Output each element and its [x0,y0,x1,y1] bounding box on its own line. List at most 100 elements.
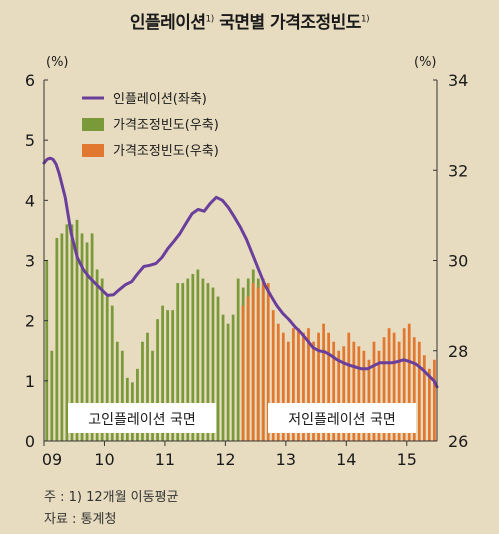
bar-high-inflation [60,233,64,441]
bar-high-inflation [100,278,104,441]
bar-low-inflation [291,328,295,441]
bar-low-inflation [387,328,391,441]
x-tick-label: 12 [215,450,235,469]
x-tick-label: 14 [336,450,356,469]
bar-low-inflation [302,332,305,441]
bar-high-inflation [191,274,195,441]
bar-high-inflation [120,350,124,441]
legend: 인플레이션(좌축) 가격조정빈도(우축) 가격조정빈도(우축) [82,92,219,159]
bar-low-inflation [312,341,315,441]
legend-label: 가격조정빈도(우축) [113,144,219,159]
bar-high-inflation [80,233,84,441]
bar-high-inflation [206,283,210,441]
bar-low-inflation [256,287,260,441]
bar-low-inflation [382,337,386,441]
bar-low-inflation [417,341,421,441]
right-tick-label: 32 [448,161,468,180]
bar-high-inflation [151,350,154,441]
bar-high-inflation [221,314,225,441]
left-tick-label: 1 [25,372,35,391]
regime-labels: 고인플레이션 국면 저인플레이션 국면 [68,403,416,433]
bar-high-inflation [110,305,114,441]
right-tick-label: 28 [448,342,468,361]
bar-low-inflation [367,359,371,441]
bar-high-inflation [141,341,144,441]
x-tick-label: 15 [397,450,417,469]
bar-high-inflation [50,350,54,441]
bar-high-inflation [171,310,175,441]
legend-label: 인플레이션(좌축) [113,92,207,107]
regime-label-low: 저인플레이션 국면 [288,412,396,428]
left-tick-label: 6 [25,71,35,90]
bar-high-inflation [181,283,185,441]
legend-swatch-orange [82,144,104,157]
right-tick-label: 34 [448,71,468,90]
right-tick-label: 30 [448,252,468,271]
bar-high-inflation [45,260,49,441]
bar-low-inflation [352,341,356,441]
right-tick-label: 26 [448,432,468,451]
bar-low-inflation [332,341,336,441]
regime-label-box [68,403,216,433]
bar-low-inflation [322,323,325,441]
bar-low-inflation [276,323,280,441]
left-tick-label: 4 [25,191,35,210]
x-tick-label: 10 [94,450,114,469]
inflation-line-series [42,156,439,389]
left-tick-label: 0 [25,432,35,451]
bar-low-inflation [347,332,351,441]
bar-low-inflation [297,328,300,441]
bar-low-inflation [372,341,376,441]
right-axis-unit: (%) [414,55,437,70]
bar-high-inflation [166,310,170,441]
regime-label-box [268,403,416,433]
bar-low-inflation [427,368,431,441]
bar-high-inflation [161,305,164,441]
bar-low-inflation [342,346,346,441]
bar-high-inflation [156,319,159,441]
legend-label: 가격조정빈도(우축) [113,118,219,133]
bar-low-inflation [362,350,366,441]
bar-low-inflation [337,350,341,441]
x-tick-label: 11 [155,450,175,469]
bar-low-inflation [271,310,275,441]
bar-low-inflation [246,296,250,441]
regime-label-high: 고인플레이션 국면 [88,412,196,428]
bar-high-inflation [211,287,215,441]
bar-high-inflation [90,233,94,441]
left-axis-unit: (%) [46,55,69,70]
bar-high-inflation [226,323,230,441]
bar-high-inflation [216,296,220,441]
bar-low-inflation [307,328,310,441]
bar-low-inflation [412,337,416,441]
bar-high-inflation [115,341,119,441]
bar-high-inflation [95,269,99,441]
x-tick-label: 09 [42,450,62,469]
bar-low-inflation [377,350,381,441]
bar-high-inflation [201,278,205,441]
bar-high-inflation [146,332,149,441]
bar-high-inflation [55,237,59,441]
footnote: 주 : 1) 12개월 이동평균 [44,490,179,505]
bar-low-inflation [392,332,396,441]
bar-low-inflation [286,341,290,441]
source-note: 자료 : 통계청 [44,512,117,527]
bar-high-inflation [85,242,89,441]
left-tick-label: 5 [25,131,35,150]
bar-low-inflation [281,332,285,441]
bar-high-inflation [196,269,200,441]
bar-high-inflation [105,296,109,441]
bar-low-inflation [407,323,411,441]
bar-high-inflation [236,278,240,441]
left-tick-label: 3 [25,252,35,271]
bar-low-inflation [317,332,320,441]
inflation-line [42,156,439,389]
bar-high-inflation [231,314,235,441]
bar-high-inflation [65,224,69,441]
bar-low-inflation [327,332,331,441]
legend-swatch-green [82,118,104,131]
bar-low-inflation [402,328,406,441]
bar-high-inflation [70,224,74,441]
